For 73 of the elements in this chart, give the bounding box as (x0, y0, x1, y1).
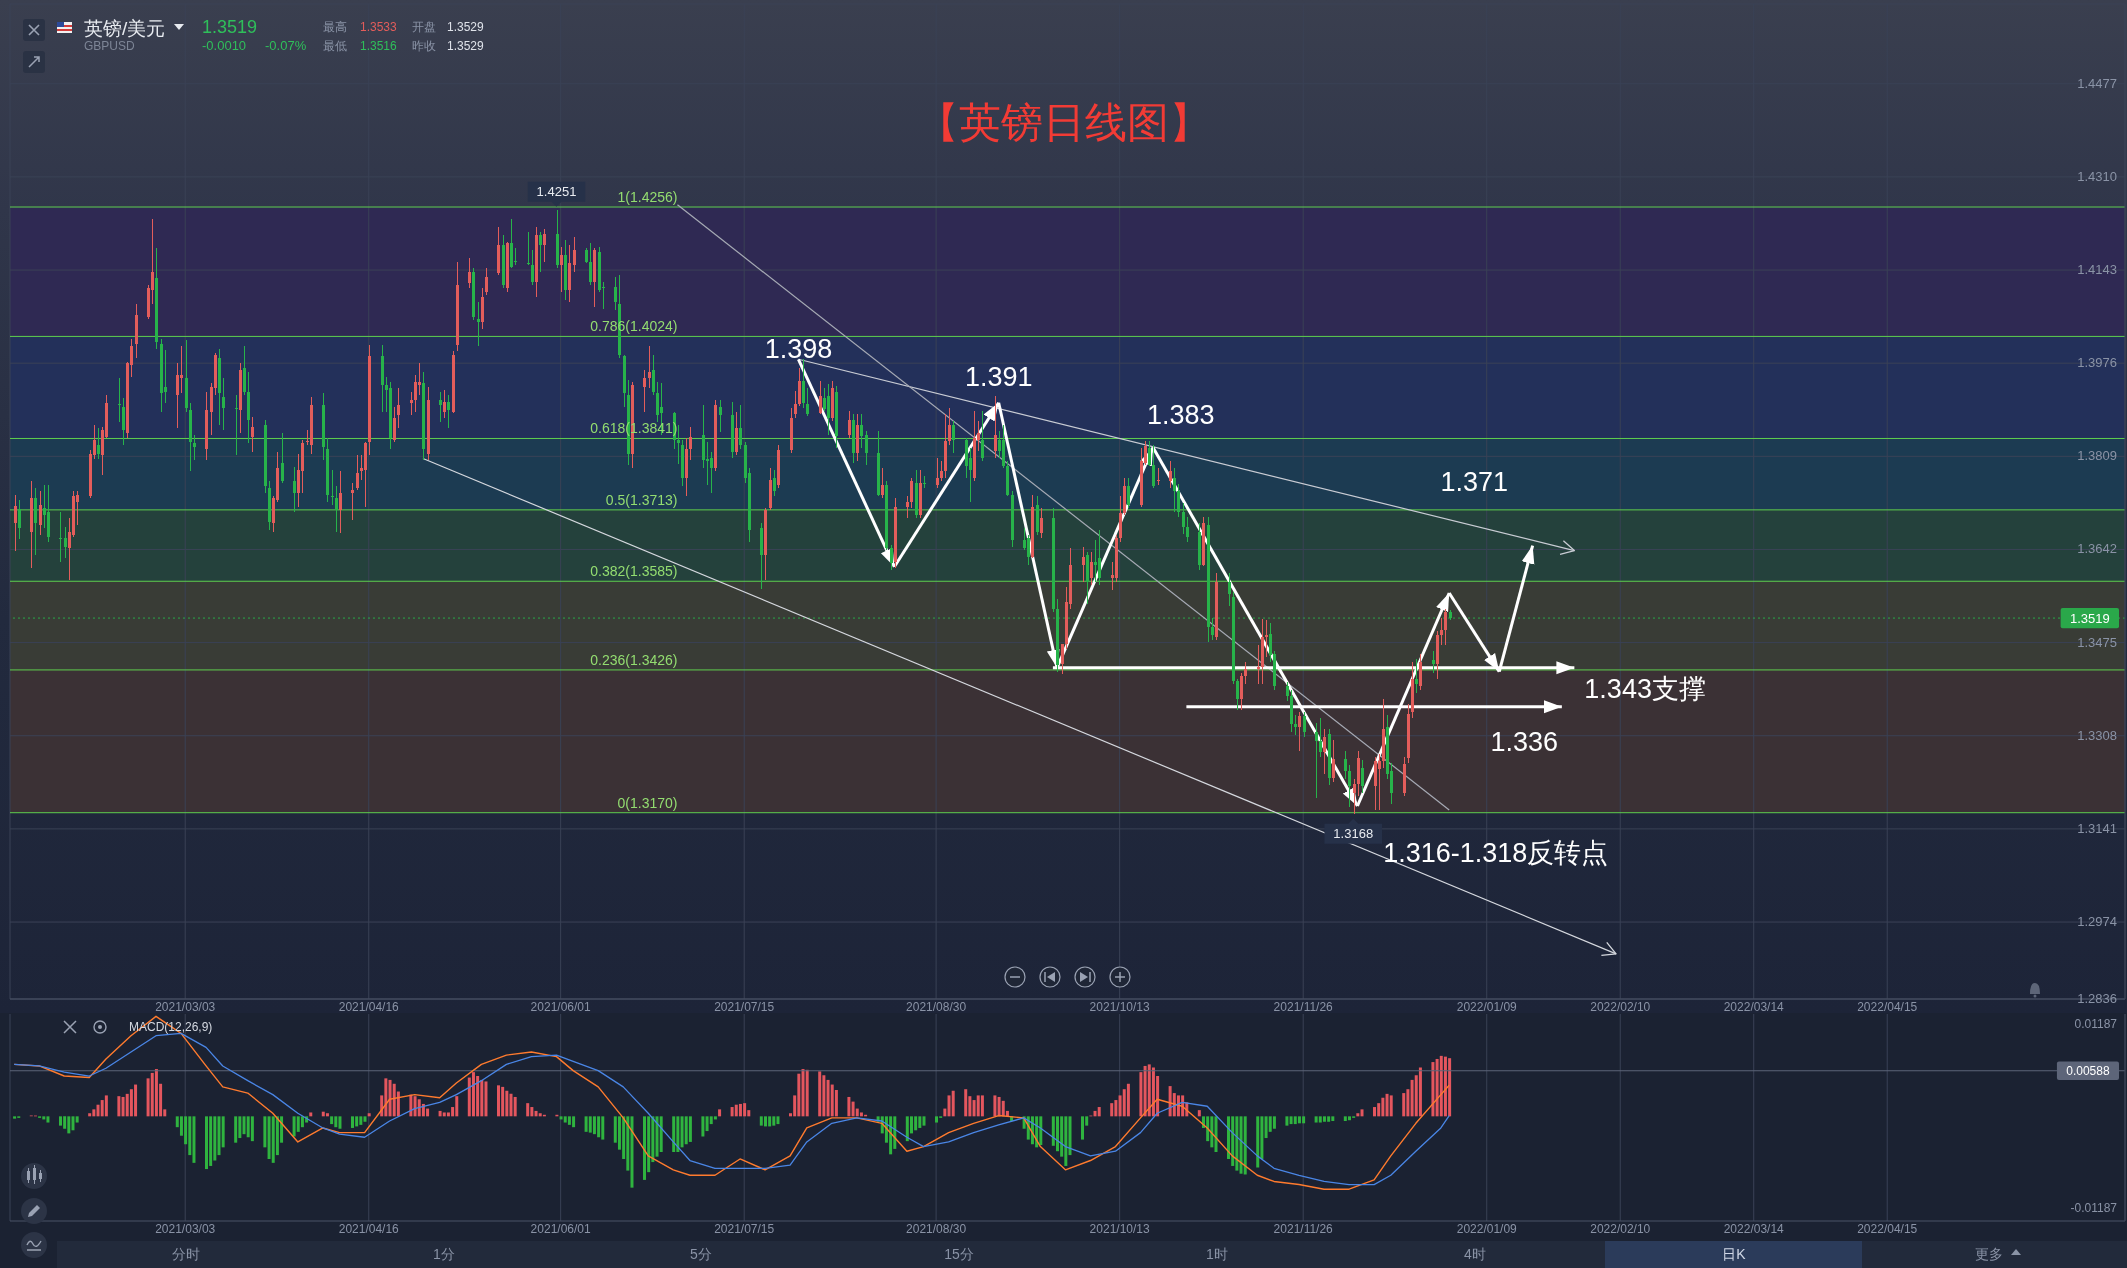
x-tick-label: 2022/03/14 (1723, 999, 1785, 1014)
x-tick-label: 2021/10/13 (1089, 1221, 1150, 1236)
y-tick-label: 1.2974 (2077, 914, 2117, 930)
y-tick-label: -0.01187 (2070, 1201, 2118, 1216)
x-tick-label: 2021/11/26 (1273, 1221, 1334, 1236)
annotation: 1.371 (1440, 466, 1509, 497)
text: 分时 (172, 1246, 200, 1262)
annotation: 1.336 (1490, 726, 1559, 757)
annotation: 昨收 (412, 39, 436, 53)
annotation: -0.07% (265, 38, 307, 53)
y-tick-label: 1.3642 (2077, 541, 2117, 557)
x-tick-label: 2022/04/15 (1857, 1221, 1918, 1236)
text: 15分 (944, 1246, 974, 1262)
annotation: 1.316-1.318反转点 (1383, 837, 1609, 868)
x-tick-label: 2022/01/09 (1456, 999, 1518, 1014)
annotation: 0.382(1.3585) (590, 563, 678, 580)
x-tick-label: 2022/01/09 (1456, 1221, 1518, 1236)
annotation: 0.5(1.3713) (605, 491, 678, 508)
text: 【英镑日线图】 (916, 99, 1211, 146)
x-tick-label: 2022/02/10 (1590, 999, 1651, 1014)
annotation: 1.3516 (360, 39, 398, 53)
x-tick-label: 2021/04/16 (338, 1221, 400, 1236)
x-tick-label: 2021/07/15 (714, 1221, 775, 1236)
y-tick-label: 1.2836 (2077, 991, 2117, 1006)
y-tick-label: 1.3809 (2077, 448, 2117, 464)
y-tick-label: 1.4310 (2077, 168, 2117, 184)
text: 更多 (1975, 1246, 2003, 1262)
text: 1时 (1206, 1246, 1228, 1262)
x-tick-label: 2021/10/13 (1089, 999, 1150, 1014)
annotation: 1.3519 (202, 17, 258, 37)
annotation: 1.3529 (447, 20, 485, 34)
text: 5分 (690, 1246, 712, 1262)
annotation: GBPUSD (84, 39, 136, 53)
x-tick-label: 2021/08/30 (906, 999, 967, 1014)
y-tick-label: 1.3308 (2077, 727, 2117, 743)
annotation: 1(1.4256) (617, 189, 678, 206)
y-tick-label: 1.3475 (2077, 634, 2117, 650)
x-tick-label: 2021/11/26 (1273, 999, 1334, 1014)
annotation: 1.383 (1146, 399, 1215, 430)
x-tick-label: 2021/08/30 (906, 1221, 967, 1236)
annotation: 0.236(1.3426) (590, 651, 678, 668)
x-tick-label: 2022/04/15 (1857, 999, 1918, 1014)
x-tick-label: 2022/03/14 (1723, 1221, 1785, 1236)
x-tick-label: 2021/07/15 (714, 999, 775, 1014)
y-tick-label: 1.3976 (2077, 355, 2117, 371)
x-tick-label: 2021/06/01 (530, 1221, 591, 1236)
x-tick-label: 2022/02/10 (1590, 1221, 1651, 1236)
x-tick-label: 2021/03/03 (155, 999, 216, 1014)
annotation: 0(1.3170) (617, 794, 678, 811)
y-tick-label: 1.4143 (2077, 262, 2117, 278)
annotation: 1.3533 (360, 20, 398, 34)
annotation: 1.391 (964, 361, 1033, 392)
annotation: 英镑/美元 (84, 18, 166, 39)
annotation: 1.3529 (447, 39, 485, 53)
annotation: 1.3168 (1333, 826, 1374, 842)
y-tick-label: 0.01187 (2074, 1017, 2118, 1032)
annotation: 1.4251 (536, 184, 577, 200)
text: 1分 (433, 1246, 455, 1262)
ref-line-label: 1.3519 (2069, 610, 2110, 626)
x-tick-label: 2021/03/03 (155, 1221, 216, 1236)
annotation: -0.0010 (202, 38, 247, 53)
text: 日K (1722, 1246, 1747, 1262)
annotation: 1.398 (764, 333, 833, 364)
y-tick-label: 1.3141 (2077, 820, 2117, 836)
text: 4时 (1464, 1246, 1486, 1262)
annotation: 开盘 (412, 20, 436, 34)
annotation: 1.343支撑 (1584, 673, 1706, 704)
annotation: 最高 (323, 20, 347, 34)
x-tick-label: 2021/04/16 (338, 999, 400, 1014)
y-tick-label: 1.4477 (2077, 75, 2117, 91)
annotation: 最低 (323, 39, 347, 53)
x-tick-label: 2021/06/01 (530, 999, 591, 1014)
ref-line-label: 0.00588 (2066, 1064, 2110, 1079)
